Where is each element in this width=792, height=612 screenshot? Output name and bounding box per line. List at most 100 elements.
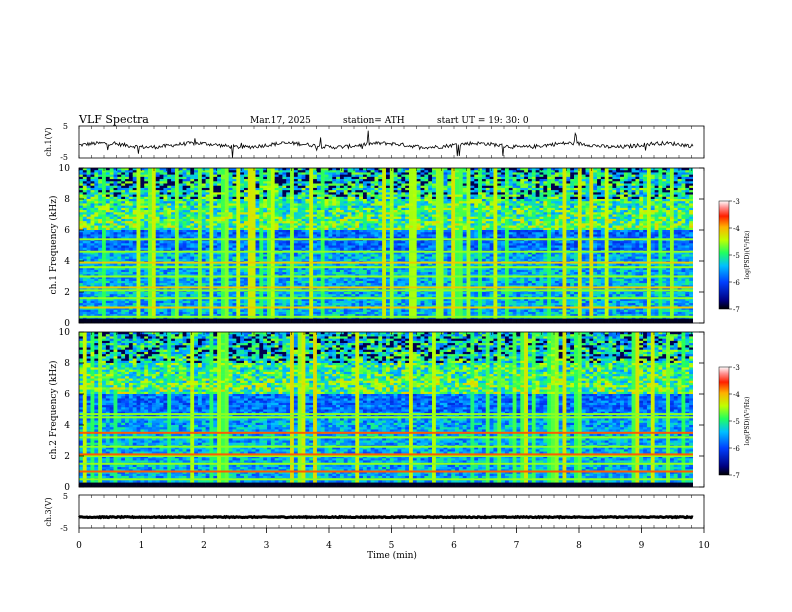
spectrogram-cell — [129, 259, 133, 262]
spectrogram-cell — [282, 248, 286, 251]
spectrogram-cell — [286, 206, 290, 209]
spectrogram-cell — [244, 203, 248, 206]
spectrogram-cell — [305, 179, 309, 182]
spectrogram-cell — [194, 208, 198, 211]
spectrogram-cell — [279, 230, 283, 233]
spectrogram-cell — [225, 294, 229, 297]
spectrogram-cell — [140, 210, 144, 213]
spectrogram-cell — [240, 243, 244, 246]
spectrogram-cell — [94, 217, 98, 220]
spectrogram-cell — [217, 294, 221, 297]
spectrogram-cell — [106, 221, 110, 224]
spectrogram-cell — [336, 199, 340, 202]
spectrogram-cell — [171, 226, 175, 229]
spectrogram-cell — [279, 221, 283, 224]
spectrogram-cell — [79, 217, 83, 220]
spectrogram-cell — [140, 279, 144, 282]
spectrogram-cell — [163, 228, 167, 231]
spectrogram-cell — [137, 281, 141, 284]
spectrogram-cell — [302, 312, 306, 315]
spectrogram-cell — [302, 254, 306, 257]
spectrogram-cell — [133, 259, 137, 262]
spectrogram-cell — [259, 248, 263, 251]
spectrogram-cell — [233, 199, 237, 202]
spectrogram-cell — [121, 197, 125, 200]
spectrogram-cell — [140, 179, 144, 182]
spectrogram-cell — [106, 215, 110, 218]
spectrogram-cell — [152, 279, 156, 282]
spectrogram-cell — [317, 188, 321, 191]
spectrogram-cell — [267, 219, 271, 222]
spectrogram-cell — [256, 186, 260, 189]
spectrogram-cell — [183, 181, 187, 184]
spectrogram-cell — [202, 243, 206, 246]
spectrogram-cell — [252, 201, 256, 204]
spectrogram-cell — [344, 259, 348, 262]
spectrogram-cell — [156, 319, 160, 322]
spectrogram-cell — [233, 312, 237, 315]
spectrogram-cell — [263, 217, 267, 220]
spectrogram-cell — [175, 175, 179, 178]
spectrogram-cell — [152, 186, 156, 189]
spectrogram-cell — [267, 223, 271, 226]
ch1-ytick-bottom: -5 — [60, 153, 68, 162]
spectrogram-cell — [79, 281, 83, 284]
spectrogram-cell — [198, 221, 202, 224]
spectrogram-cell — [133, 281, 137, 284]
spectrogram-cell — [252, 270, 256, 273]
spectrogram-cell — [305, 257, 309, 260]
spectrogram-cell — [325, 223, 329, 226]
spectrogram-cell — [233, 188, 237, 191]
spectrogram-cell — [271, 281, 275, 284]
spectrogram-cell — [121, 221, 125, 224]
spectrogram-cell — [140, 221, 144, 224]
spectrogram-cell — [133, 217, 137, 220]
spectrogram-cell — [121, 243, 125, 246]
spectrogram-cell — [209, 270, 213, 273]
spectrogram-cell — [129, 215, 133, 218]
spectrogram-cell — [298, 190, 302, 193]
spectrogram-cell — [317, 272, 321, 275]
spectrogram-cell — [167, 177, 171, 180]
spectrogram-cell — [94, 248, 98, 251]
spectrogram-cell — [344, 292, 348, 295]
spectrogram-cell — [156, 199, 160, 202]
spectrogram-cell — [290, 259, 294, 262]
spectrogram-cell — [286, 192, 290, 195]
spectrogram-cell — [156, 188, 160, 191]
spectrogram-cell — [83, 303, 87, 306]
spectrogram-cell — [290, 210, 294, 213]
spectrogram-cell — [294, 257, 298, 260]
spectrogram-cell — [183, 190, 187, 193]
spectrogram-cell — [133, 234, 137, 237]
spectrogram-cell — [209, 241, 213, 244]
spectrogram-cell — [309, 248, 313, 251]
spectrogram-cell — [175, 294, 179, 297]
spectrogram-cell — [190, 195, 194, 198]
spectrogram-cell — [114, 279, 118, 282]
spectrogram-cell — [94, 181, 98, 184]
spectrogram-cell — [317, 223, 321, 226]
spectrogram-cell — [91, 281, 95, 284]
spectrogram-cell — [348, 243, 352, 246]
spectrogram-cell — [87, 259, 91, 262]
spectrogram-cell — [325, 248, 329, 251]
spectrogram-cell — [248, 230, 252, 233]
spectrogram-cell — [137, 303, 141, 306]
spectrogram-cell — [236, 319, 240, 322]
spectrogram-cell — [217, 259, 221, 262]
spectrogram-cell — [267, 319, 271, 322]
spectrogram-cell — [279, 203, 283, 206]
spectrogram-cell — [309, 170, 313, 173]
spectrogram-cell — [202, 226, 206, 229]
spectrogram-cell — [179, 234, 183, 237]
spectrogram-cell — [236, 195, 240, 198]
spectrogram-cell — [175, 203, 179, 206]
spectrogram-cell — [348, 221, 352, 224]
spectrogram-cell — [282, 303, 286, 306]
spectrogram-cell — [351, 197, 355, 200]
spectrogram-cell — [298, 246, 302, 249]
spectrogram-cell — [286, 175, 290, 178]
spectrogram-cell — [152, 212, 156, 215]
spectrogram-cell — [217, 177, 221, 180]
